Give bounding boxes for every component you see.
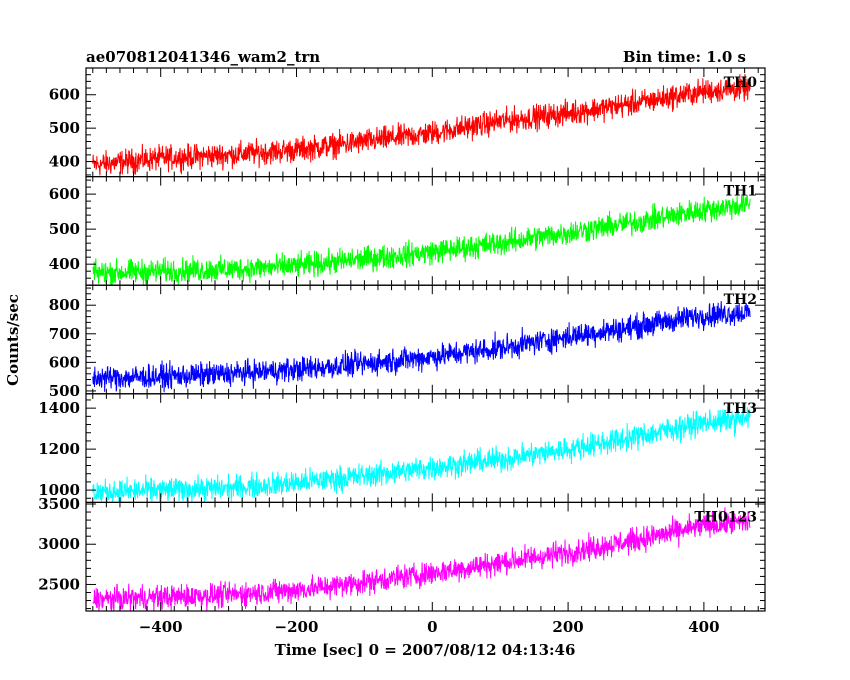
- x-tick-label: −400: [139, 618, 183, 636]
- y-tick-label: 500: [49, 119, 80, 137]
- x-tick-label: 200: [552, 618, 583, 636]
- panel-th3: 1000 1200 1400 TH3: [38, 393, 766, 503]
- panels: 400 500 600 TH0 400 500 600 TH1 500 600 700 800 TH2 1…: [38, 67, 766, 612]
- x-tick-label: 0: [427, 618, 437, 636]
- series-label-th1: TH1: [724, 184, 757, 200]
- chart-title: ae070812041346_wam2_trn: [86, 48, 320, 66]
- y-tick-label: 3500: [38, 495, 80, 513]
- panel-frame: [85, 284, 766, 395]
- y-tick-label: 700: [49, 325, 80, 343]
- series-line-th0: [92, 73, 751, 176]
- y-tick-label: 800: [49, 296, 80, 314]
- x-tick-label: −200: [275, 618, 319, 636]
- series-label-th0: TH0: [724, 75, 758, 91]
- y-tick-label: 2500: [38, 575, 80, 593]
- panel-frame: [85, 501, 766, 612]
- series-line-th2: [92, 301, 751, 393]
- series-line-th3: [92, 406, 751, 503]
- series-line-th1: [92, 193, 751, 286]
- y-tick-label: 3000: [38, 535, 80, 553]
- x-axis-title: Time [sec] 0 = 2007/08/12 04:13:46: [275, 641, 576, 659]
- y-tick-label: 400: [49, 255, 80, 273]
- panel-th0123: 2500 3000 3500 TH0123: [38, 495, 766, 612]
- panel-th0: 400 500 600 TH0: [49, 67, 766, 178]
- panel-th2: 500 600 700 800 TH2: [49, 284, 766, 400]
- x-tick-labels: −400 −200 0 200 400: [139, 618, 720, 636]
- bin-time-label: Bin time: 1.0 s: [623, 48, 746, 66]
- y-tick-label: 1200: [38, 440, 80, 458]
- y-tick-label: 1400: [38, 399, 80, 417]
- x-tick-label: 400: [688, 618, 719, 636]
- y-tick-label: 1000: [38, 481, 80, 499]
- y-tick-label: 600: [49, 353, 80, 371]
- panel-th1: 400 500 600 TH1: [49, 176, 766, 286]
- y-tick-label: 500: [49, 382, 80, 400]
- series-line-th0123: [92, 507, 751, 611]
- y-tick-label: 500: [49, 220, 80, 238]
- series-label-th2: TH2: [724, 292, 757, 308]
- y-tick-label: 600: [49, 86, 80, 104]
- y-axis-title: Counts/sec: [4, 294, 22, 386]
- series-label-th3: TH3: [724, 401, 757, 417]
- series-label-th0123: TH0123: [694, 509, 757, 525]
- y-tick-label: 400: [49, 153, 80, 171]
- y-tick-label: 600: [49, 185, 80, 203]
